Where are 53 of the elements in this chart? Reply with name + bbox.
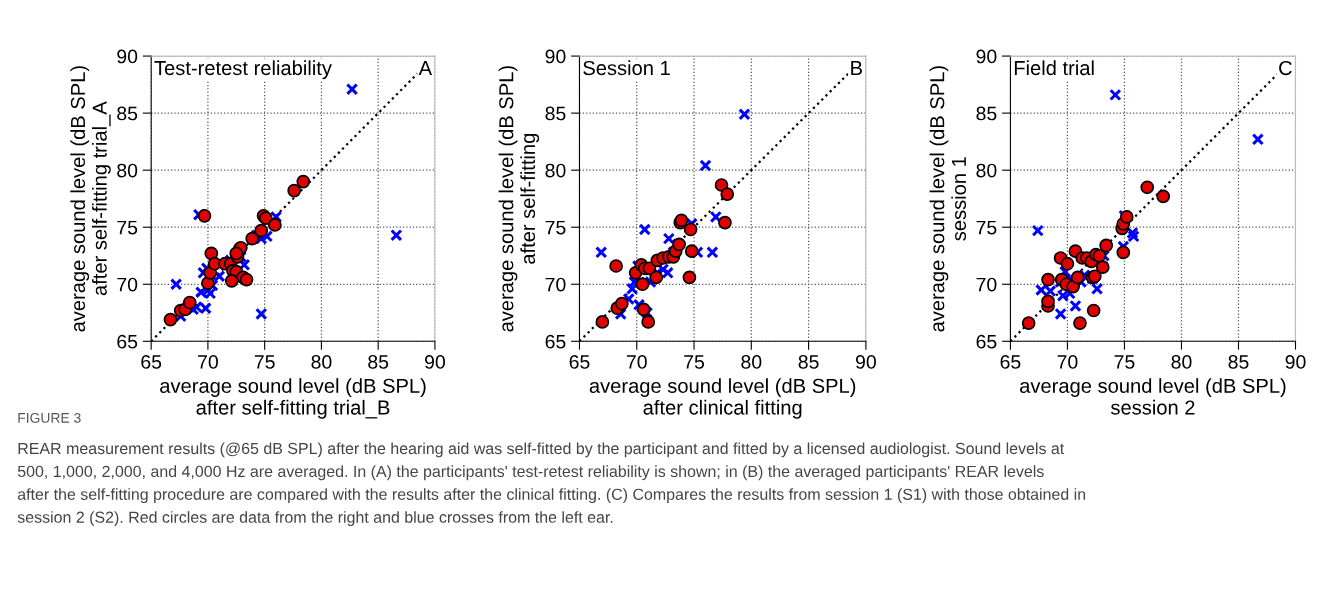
y-tick-label: 90 <box>976 49 997 64</box>
text: 500, 1,000, 2,000, and 4,000 Hz are averaged. In (A) the participants' test-retest reliability is shown; in (B) the averaged participants' REAR levels <box>17 465 1044 481</box>
x-tick-label: 75 <box>254 355 275 369</box>
x-tick-label: 90 <box>855 355 876 369</box>
y-tick-label: 90 <box>117 49 138 64</box>
x-tick-label: 75 <box>684 355 705 369</box>
x-tick-label: 65 <box>569 355 590 369</box>
y-tick-label: 75 <box>117 220 138 235</box>
caption: FIGURE 3 <box>18 412 81 423</box>
x-axis-title: average sound level (dB SPL) session 2 <box>1020 378 1286 415</box>
x-tick-label: 90 <box>425 355 445 369</box>
x-tick-label: 80 <box>1171 355 1192 369</box>
annotation: A <box>418 61 433 75</box>
annotation: Session 1 <box>583 60 670 76</box>
x-tick-label: 90 <box>1285 355 1306 369</box>
y-tick-label: 80 <box>117 163 138 178</box>
x-tick-label: 85 <box>798 355 819 369</box>
x-tick-label: 70 <box>626 355 647 369</box>
x-tick-label: 85 <box>368 355 389 369</box>
text: session 2 (S2). Red circles are data from the right and blue crosses from the left ear. <box>17 511 613 527</box>
y-axis-title: average sound level (dB SPL) session 1 <box>929 66 967 332</box>
y-axis-title: average sound level (dB SPL) after self-fitting <box>498 66 540 332</box>
y-tick-label: 70 <box>545 277 566 292</box>
y-tick-label: 70 <box>976 277 997 292</box>
text: REAR measurement results (@65 dB SPL) after the hearing aid was self-fitted by the participant and fitted by a licensed audiologist. Sound levels at <box>18 442 1065 458</box>
y-tick-label: 65 <box>976 334 997 349</box>
x-tick-label: 65 <box>141 355 162 369</box>
y-tick-label: 90 <box>545 49 566 64</box>
y-tick-label: 85 <box>117 106 138 121</box>
annotation: Test-retest reliability <box>154 60 332 80</box>
x-tick-label: 70 <box>198 355 218 369</box>
x-tick-label: 70 <box>1057 355 1078 369</box>
y-tick-label: 75 <box>976 220 997 235</box>
y-tick-label: 65 <box>117 334 138 349</box>
y-axis-title: average sound level (dB SPL) after self-fitting trial_A <box>70 66 111 332</box>
x-axis-title: average sound level (dB SPL) after self-fitting trial_B <box>160 378 426 419</box>
x-axis-title: average sound level (dB SPL) after clinical fitting <box>589 378 856 419</box>
y-tick-label: 80 <box>545 163 566 178</box>
x-tick-label: 75 <box>1114 355 1135 369</box>
y-tick-label: 70 <box>117 277 138 292</box>
y-tick-label: 75 <box>545 220 566 235</box>
annotation: C <box>1279 60 1292 76</box>
x-tick-label: 80 <box>741 355 762 369</box>
y-tick-label: 85 <box>976 106 997 121</box>
annotation: B <box>851 61 862 75</box>
x-tick-label: 85 <box>1228 355 1249 369</box>
y-tick-label: 65 <box>545 334 566 349</box>
x-tick-label: 65 <box>1000 355 1021 369</box>
annotation: Field trial <box>1014 60 1094 76</box>
y-tick-label: 80 <box>976 163 997 178</box>
text: after the self-fitting procedure are compared with the results after the clinical fitting. (C) Compares the results from session 1 (S1) with those obtained in <box>17 488 1086 504</box>
x-tick-label: 80 <box>311 355 332 369</box>
y-tick-label: 85 <box>545 106 566 121</box>
